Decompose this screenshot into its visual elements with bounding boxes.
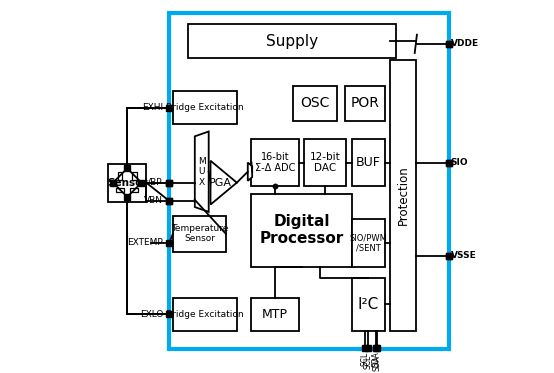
Bar — [345, 86, 385, 120]
Text: PGA: PGA — [209, 178, 232, 188]
Text: Protection: Protection — [397, 166, 409, 225]
Text: BUF: BUF — [356, 156, 381, 169]
Bar — [352, 278, 385, 330]
Bar — [169, 13, 449, 349]
Bar — [118, 172, 122, 179]
Text: EXHI: EXHI — [142, 103, 163, 112]
Text: 12-bit
DAC: 12-bit DAC — [310, 152, 341, 173]
Text: I²C: I²C — [358, 297, 379, 311]
Text: Temperature
Sensor: Temperature Sensor — [171, 224, 228, 244]
Polygon shape — [195, 132, 209, 212]
Text: SIO: SIO — [450, 158, 468, 167]
Text: EXTEMP: EXTEMP — [127, 238, 163, 247]
Bar — [173, 91, 237, 124]
Bar — [108, 164, 146, 202]
Text: Bridge Excitation: Bridge Excitation — [166, 103, 244, 112]
Text: EXLO: EXLO — [140, 310, 163, 319]
Text: SDA: SDA — [371, 351, 380, 367]
Bar — [352, 139, 385, 186]
Text: SIO/PWM
/SENT: SIO/PWM /SENT — [350, 233, 387, 253]
Text: VBP: VBP — [145, 178, 163, 187]
Text: M
U
X: M U X — [198, 157, 206, 186]
Text: SCL: SCL — [360, 351, 369, 366]
Text: SDA: SDA — [373, 355, 382, 371]
Bar — [187, 24, 396, 59]
Bar — [173, 298, 237, 330]
Text: VDDE: VDDE — [450, 39, 479, 48]
Bar — [116, 188, 124, 192]
Text: SCL: SCL — [364, 355, 373, 369]
Bar — [390, 60, 416, 330]
Text: MTP: MTP — [262, 308, 288, 321]
Bar — [352, 219, 385, 267]
Polygon shape — [248, 163, 252, 181]
Text: VSSE: VSSE — [450, 251, 476, 260]
Bar — [132, 172, 136, 179]
Bar — [130, 188, 138, 192]
Bar — [252, 298, 299, 330]
Bar — [252, 194, 352, 267]
Bar — [173, 216, 226, 252]
Text: Bridge Excitation: Bridge Excitation — [166, 310, 244, 319]
Polygon shape — [211, 161, 237, 204]
Text: Sensor: Sensor — [107, 178, 147, 188]
Bar — [304, 139, 346, 186]
Bar — [252, 139, 299, 186]
Text: POR: POR — [350, 96, 379, 110]
Text: OSC: OSC — [301, 96, 330, 110]
Text: 16-bit
Σ-Δ ADC: 16-bit Σ-Δ ADC — [255, 152, 295, 173]
Text: Digital
Processor: Digital Processor — [259, 214, 344, 246]
Text: VBN: VBN — [144, 197, 163, 206]
Bar — [294, 86, 337, 120]
Text: Supply: Supply — [265, 34, 317, 48]
